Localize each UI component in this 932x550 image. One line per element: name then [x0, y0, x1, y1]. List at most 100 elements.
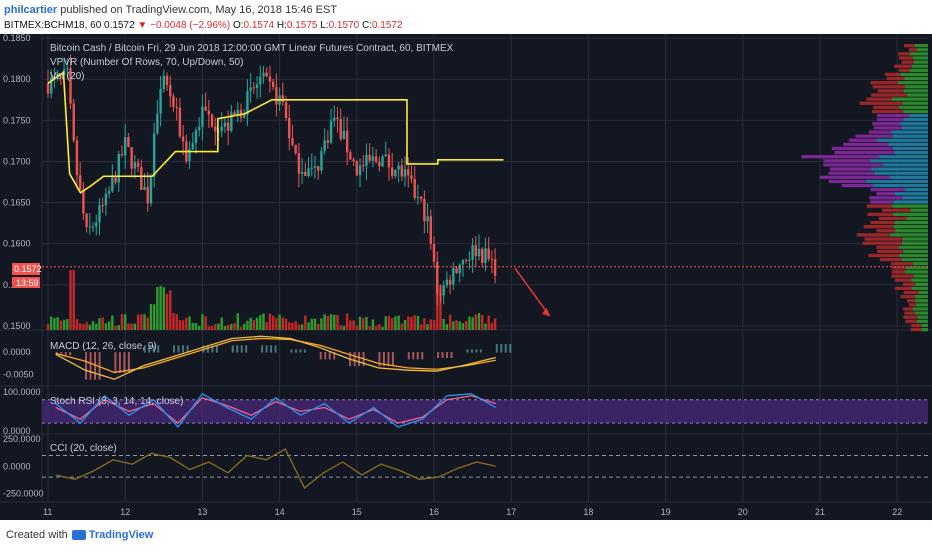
- volume-bar: [56, 317, 59, 330]
- vpvr-row-up: [874, 171, 928, 175]
- volume-bar: [262, 313, 265, 330]
- candle-body: [362, 165, 365, 167]
- author-link[interactable]: philcartier: [4, 4, 58, 16]
- volume-bar: [220, 317, 223, 330]
- volume-bar: [271, 315, 275, 330]
- publish-header: philcartier published on TradingView.com…: [0, 0, 932, 34]
- candle-body: [304, 171, 307, 176]
- volume-bar: [339, 325, 342, 330]
- volume-bar: [46, 324, 50, 330]
- volume-bar: [278, 314, 281, 330]
- candle-body: [355, 161, 358, 176]
- volume-bar: [284, 318, 288, 330]
- candle-body: [423, 198, 426, 222]
- candle-body: [281, 95, 285, 102]
- candle-body: [53, 75, 56, 78]
- candle-body: [226, 122, 230, 131]
- volume-bar: [394, 316, 397, 330]
- candle-body: [442, 285, 445, 296]
- y-tick-label: 0.1650: [3, 198, 31, 208]
- candle-body: [78, 175, 82, 190]
- chart-svg[interactable]: 0.1850 0.1800 0.1750 0.1700 0.1650 0.1600 0.15…: [0, 33, 932, 520]
- volume-bar: [304, 315, 307, 330]
- volume-bar: [50, 316, 53, 330]
- volume-bar: [233, 323, 236, 330]
- tradingview-brand[interactable]: TradingView: [88, 529, 154, 541]
- vpvr-row-up: [888, 142, 928, 147]
- candle-body: [56, 73, 59, 76]
- candle-body: [88, 226, 92, 228]
- volume-bar: [368, 326, 371, 330]
- volume-bar: [230, 324, 233, 330]
- macd-hist-bar: [215, 345, 218, 353]
- candle-body: [204, 106, 207, 111]
- candle-body: [233, 112, 236, 115]
- macd-line: [55, 335, 496, 380]
- volume-bar: [445, 324, 449, 330]
- candle-body: [169, 85, 172, 97]
- candle-body: [130, 147, 133, 169]
- vpvr-row-down: [866, 204, 892, 208]
- macd-hist-bar: [236, 345, 239, 353]
- volume-bar: [165, 293, 169, 330]
- volume-bar: [223, 326, 227, 330]
- vpvr-row-down: [868, 253, 900, 258]
- vpvr-row-down: [831, 146, 893, 151]
- volume-bar: [413, 315, 416, 330]
- vpvr-row-down: [870, 220, 895, 225]
- volume-bar: [75, 319, 79, 330]
- volume-bar: [104, 323, 108, 330]
- volume-bar: [487, 315, 490, 330]
- candle-body: [432, 243, 436, 262]
- stoch-tick-label: 0.0000: [3, 426, 31, 436]
- price-tag: [12, 263, 40, 275]
- vpvr-row-down: [841, 183, 874, 188]
- candle-body: [413, 178, 416, 198]
- macd-hist-bar: [231, 345, 234, 353]
- candle-body: [288, 118, 291, 139]
- candle-body: [127, 137, 130, 148]
- volume-bar: [429, 319, 432, 330]
- vpvr-row-down: [891, 274, 914, 278]
- macd-hist-bar: [270, 345, 273, 353]
- macd-hist-bar: [118, 352, 121, 373]
- vpvr-row-up: [882, 163, 928, 167]
- vpvr-row-up: [916, 319, 928, 323]
- symbol-label: BITMEX:BCHM18, 60: [4, 20, 102, 31]
- chart-area[interactable]: 0.1850 0.1800 0.1750 0.1700 0.1650 0.1600 0.15…: [0, 33, 932, 520]
- volume-bar: [320, 318, 323, 330]
- macd-hist-bar: [378, 352, 381, 367]
- vpvr-row-up: [915, 282, 928, 286]
- ohlc-c-label: C:: [361, 20, 372, 31]
- macd-hist-bar: [240, 345, 243, 353]
- vpvr-row-up: [910, 52, 928, 56]
- macd-hist-bar: [358, 352, 361, 367]
- macd-hist-bar: [85, 352, 88, 380]
- candle-body: [162, 75, 165, 90]
- vpvr-row-down: [908, 303, 917, 307]
- candle-body: [429, 216, 432, 244]
- vpvr-row-up: [901, 257, 928, 262]
- vpvr-row-up: [889, 175, 928, 179]
- candle-body: [146, 186, 149, 204]
- candle-body: [291, 138, 294, 145]
- volume-bar: [349, 320, 352, 330]
- candle-body: [98, 205, 101, 223]
- cci-line: [55, 448, 496, 489]
- vpvr-row-up: [902, 237, 928, 241]
- vpvr-row-up: [870, 159, 928, 163]
- volume-bar: [117, 324, 120, 330]
- candle-body: [349, 152, 352, 160]
- legend-vpvr: VPVR (Number Of Rows, 70, Up/Down, 50): [50, 57, 243, 68]
- candle-body: [387, 154, 391, 168]
- macd-hist-bar: [182, 345, 185, 353]
- macd-hist-bar: [391, 352, 394, 367]
- arrow-shaft: [514, 267, 551, 317]
- candle-body: [378, 161, 381, 167]
- vpvr-row-down: [848, 138, 878, 142]
- volume-bar: [146, 317, 149, 330]
- vpvr-row-down: [823, 163, 883, 167]
- volume-bar: [358, 316, 362, 330]
- vpvr-row-down: [905, 319, 917, 323]
- macd-hist-bar: [450, 352, 453, 359]
